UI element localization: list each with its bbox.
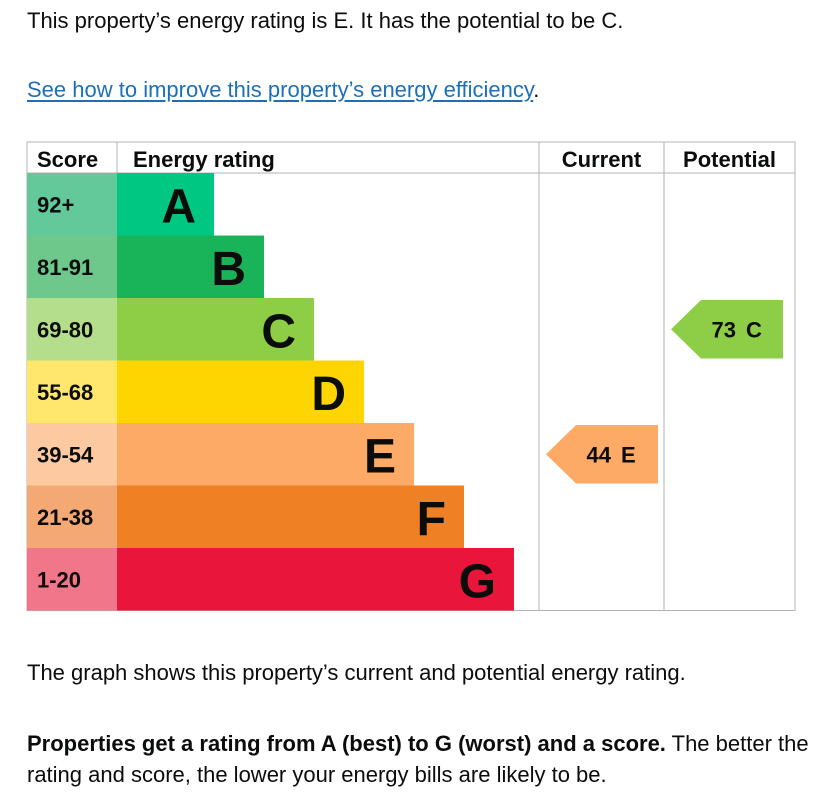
header-score: Score xyxy=(37,147,98,172)
rating-letter-e: E xyxy=(364,430,396,483)
score-cell-a xyxy=(27,173,117,236)
rating-letter-g: G xyxy=(459,555,496,608)
header-potential: Potential xyxy=(683,147,776,172)
score-cell-d xyxy=(27,360,117,423)
potential-rating-arrow xyxy=(671,300,783,359)
potential-rating-letter: C xyxy=(746,317,762,342)
graph-caption: The graph shows this property’s current … xyxy=(27,660,686,685)
score-label-c: 69-80 xyxy=(37,317,93,342)
rating-bar-b xyxy=(117,235,264,298)
score-cell-e xyxy=(27,423,117,486)
improve-efficiency-link[interactable]: See how to improve this property’s energ… xyxy=(27,77,534,102)
link-suffix: . xyxy=(533,77,540,102)
score-label-d: 55-68 xyxy=(37,380,93,405)
header-energy-rating: Energy rating xyxy=(133,147,275,172)
intro-text: This property’s energy rating is E. It h… xyxy=(27,8,624,33)
rating-bar-e xyxy=(117,423,414,486)
score-cell-c xyxy=(27,298,117,361)
score-cell-g xyxy=(27,548,117,611)
improve-paragraph: See how to improve this property’s energ… xyxy=(27,76,539,104)
rating-bar-a xyxy=(117,173,214,236)
rating-explanation-normal: The better the rating and score, the low… xyxy=(27,731,809,787)
rating-bar-g xyxy=(117,548,514,611)
rating-explanation-bold: Properties get a rating from A (best) to… xyxy=(27,731,666,756)
energy-rating-chart: Score Energy rating Current Potential 92+ A 81… xyxy=(26,141,796,611)
header-current: Current xyxy=(562,147,642,172)
rating-bar-f xyxy=(117,485,464,548)
score-cell-f xyxy=(27,485,117,548)
current-rating-arrow xyxy=(546,425,658,484)
rating-letter-a: A xyxy=(161,180,196,233)
score-cell-b xyxy=(27,235,117,298)
rating-bar-c xyxy=(117,298,314,361)
score-label-e: 39-54 xyxy=(37,442,94,467)
score-label-a: 92+ xyxy=(37,192,74,217)
score-label-g: 1-20 xyxy=(37,567,81,592)
rating-letter-b: B xyxy=(211,243,246,296)
score-label-b: 81-91 xyxy=(37,255,93,280)
rating-letter-c: C xyxy=(261,305,296,358)
rating-explanation: Properties get a rating from A (best) to… xyxy=(27,728,817,790)
rating-letter-f: F xyxy=(417,493,446,546)
rating-letter-d: D xyxy=(311,368,346,421)
potential-rating-score: 73 xyxy=(712,317,736,342)
score-label-f: 21-38 xyxy=(37,505,93,530)
current-rating-score: 44 xyxy=(587,442,612,467)
rating-bar-d xyxy=(117,360,364,423)
current-rating-letter: E xyxy=(621,442,636,467)
